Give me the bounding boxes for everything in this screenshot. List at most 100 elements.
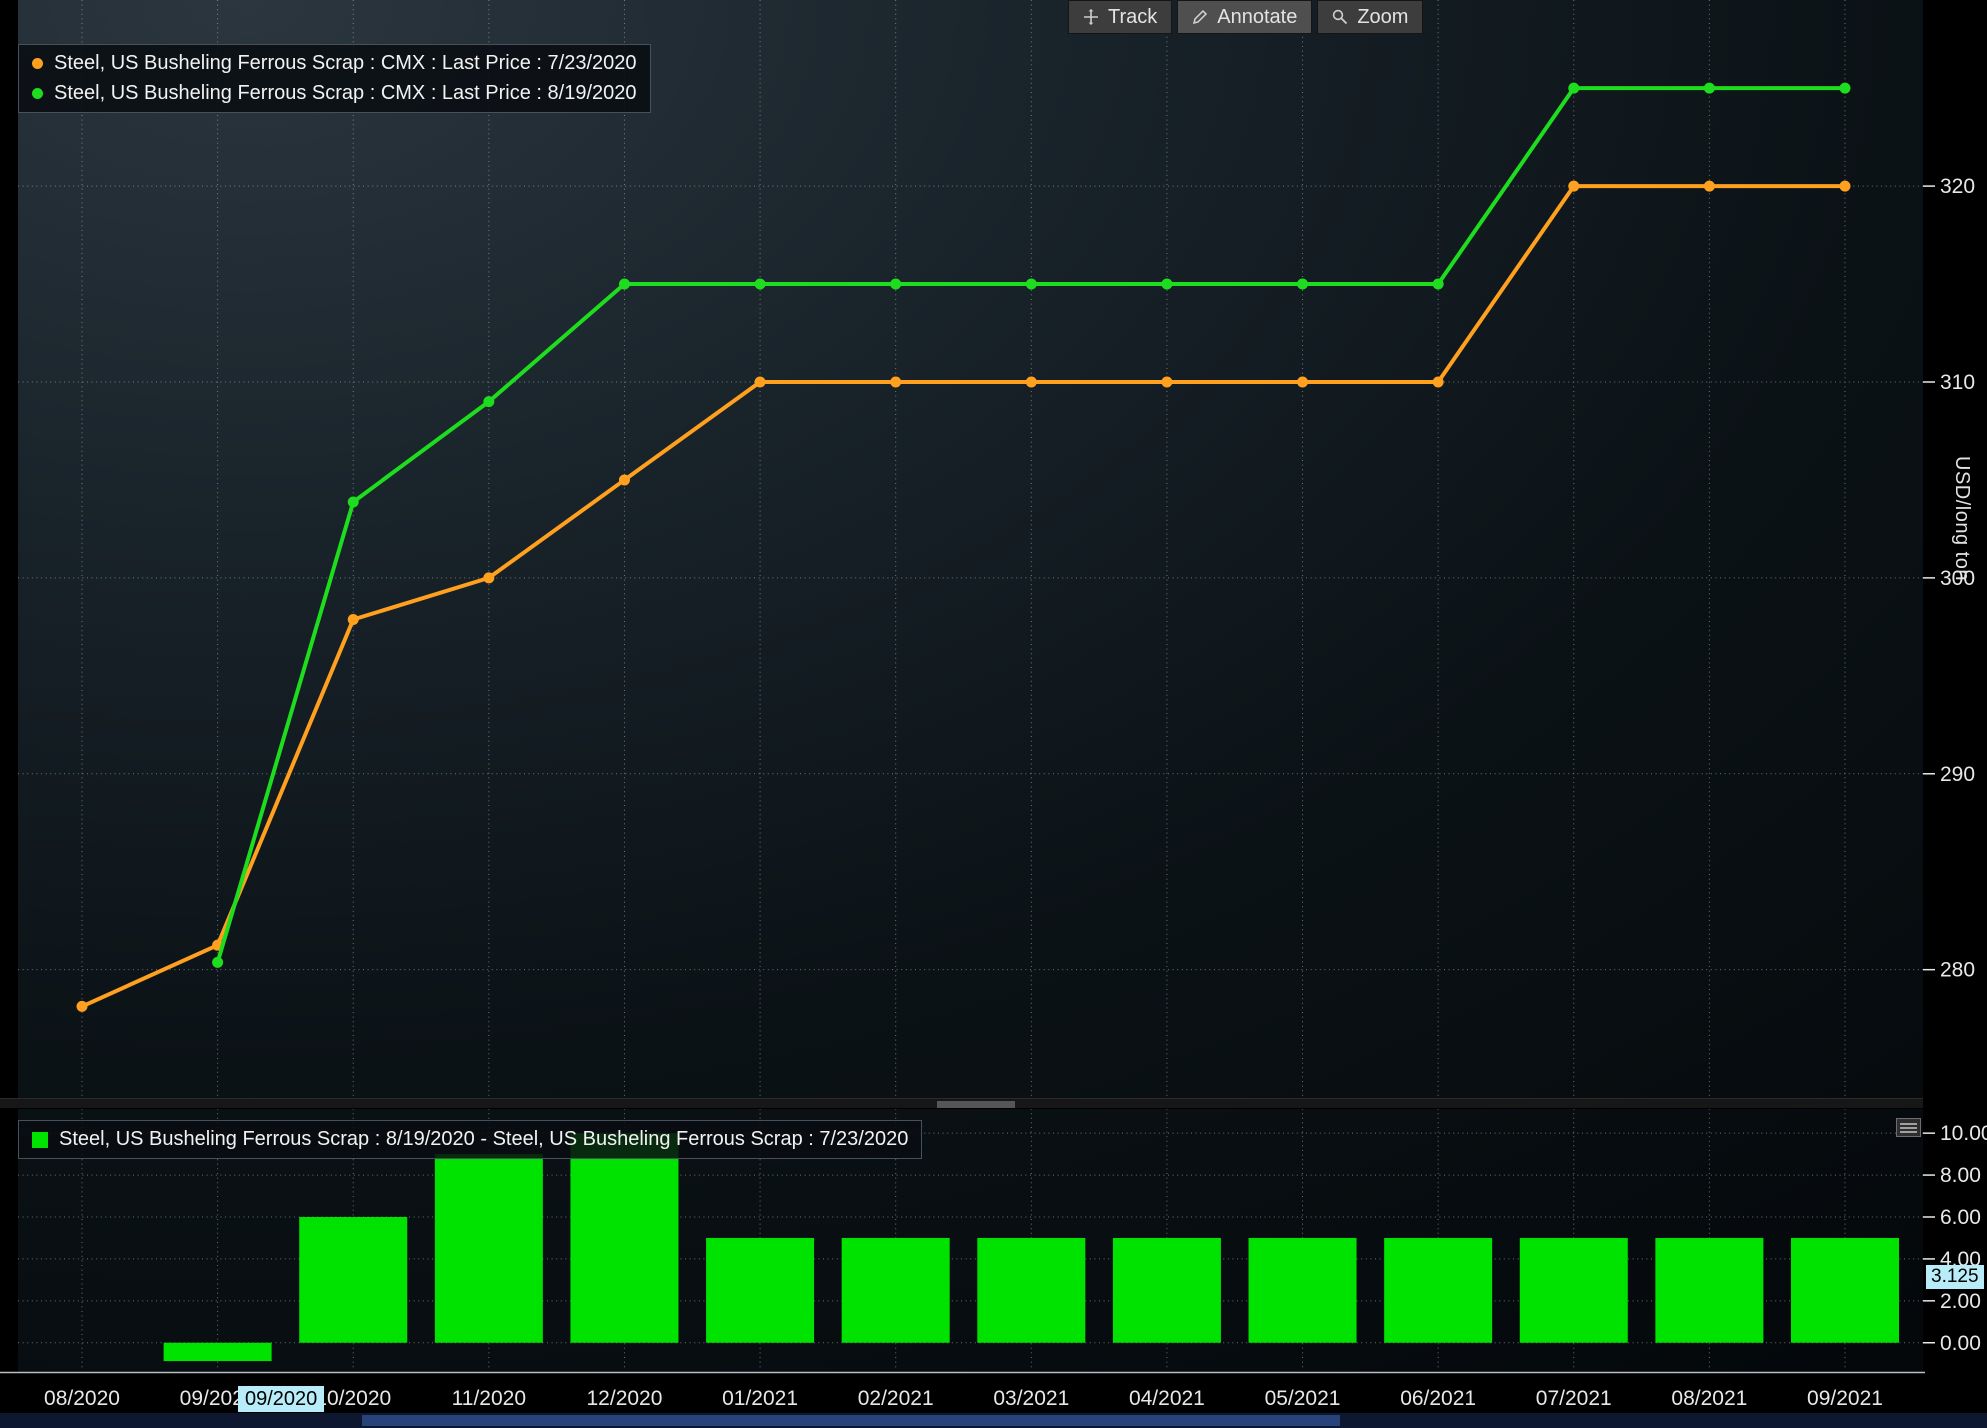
panel-resize-handle-icon[interactable] — [1896, 1118, 1921, 1137]
x-tick-label: 12/2020 — [587, 1387, 663, 1410]
data-point — [1432, 278, 1444, 290]
data-point — [754, 278, 766, 290]
data-point — [618, 474, 630, 486]
y-tick-label: 300 — [1940, 567, 1975, 590]
diff-bar — [299, 1216, 408, 1343]
data-point — [1568, 180, 1580, 192]
x-axis: 08/2020 09/2020 10/2020 11/2020 12/2020 01/20… — [44, 1387, 1883, 1410]
chart-toolbar: Track Annotate Zoom — [1068, 0, 1424, 34]
data-point — [212, 956, 224, 968]
y-tick-label: 280 — [1940, 959, 1975, 982]
gridlines — [18, 0, 1923, 1371]
magnifier-icon — [1333, 9, 1348, 25]
line-series-0 — [76, 180, 1851, 1012]
annotate-button-label: Annotate — [1217, 5, 1298, 28]
series-square-icon — [32, 1131, 48, 1148]
data-point — [1703, 180, 1715, 192]
data-point — [483, 572, 495, 584]
x-tick-label: 11/2020 — [452, 1387, 526, 1410]
data-point — [483, 396, 495, 408]
data-point — [347, 496, 359, 508]
x-tick-label: 02/2021 — [858, 1387, 934, 1410]
diff-bar — [1519, 1237, 1628, 1343]
diff-bar — [841, 1237, 950, 1343]
data-point — [1161, 376, 1173, 388]
legend-item[interactable]: Steel, US Busheling Ferrous Scrap : CMX … — [32, 52, 637, 75]
x-tick-label: 01/2021 — [722, 1387, 798, 1410]
y-tick-label: 310 — [1940, 371, 1975, 394]
legend-item[interactable]: Steel, US Busheling Ferrous Scrap : 8/19… — [32, 1128, 908, 1151]
data-point — [1432, 376, 1444, 388]
line-series-1 — [212, 82, 1851, 968]
scrollbar-thumb[interactable] — [937, 1101, 1015, 1108]
diff-bar — [570, 1133, 679, 1343]
data-point — [1568, 82, 1580, 94]
x-tick-label: 04/2021 — [1129, 1387, 1205, 1410]
y-tick-label: 0.00 — [1940, 1332, 1981, 1355]
zoom-button-label: Zoom — [1357, 5, 1409, 28]
data-point — [890, 278, 902, 290]
data-point — [1025, 376, 1037, 388]
cursor-date-badge: 09/2020 — [238, 1386, 325, 1412]
annotate-button[interactable]: Annotate — [1177, 0, 1313, 34]
y-tick-label: 10.00 — [1940, 1122, 1987, 1145]
diff-bar — [1112, 1237, 1221, 1343]
diff-bar — [977, 1237, 1086, 1343]
diff-bar — [1655, 1237, 1764, 1343]
data-point — [1025, 278, 1037, 290]
data-point — [76, 1000, 88, 1012]
diff-bars — [163, 1133, 1899, 1362]
y-tick-label: 290 — [1940, 763, 1975, 786]
x-tick-label: 09/2021 — [1807, 1387, 1883, 1410]
legend-item-label: Steel, US Busheling Ferrous Scrap : CMX … — [54, 52, 637, 74]
diff-bar — [1248, 1237, 1357, 1343]
series-dot-icon — [32, 58, 43, 69]
diff-bar — [706, 1237, 815, 1343]
data-point — [1297, 278, 1309, 290]
panel-divider-scrollbar[interactable] — [0, 1098, 1923, 1109]
y-tick-label: 6.00 — [1940, 1206, 1981, 1229]
legend-item[interactable]: Steel, US Busheling Ferrous Scrap : CMX … — [32, 82, 637, 105]
track-button-label: Track — [1108, 5, 1158, 28]
x-tick-label: 10/2020 — [315, 1387, 391, 1410]
diff-legend: Steel, US Busheling Ferrous Scrap : 8/19… — [18, 1120, 923, 1159]
bottom-window-strip — [0, 1413, 1987, 1428]
data-point — [754, 376, 766, 388]
zoom-button[interactable]: Zoom — [1317, 0, 1424, 34]
data-point — [1839, 82, 1851, 94]
diff-bar — [434, 1154, 543, 1343]
track-button[interactable]: Track — [1068, 0, 1173, 34]
series-dot-icon — [32, 88, 43, 99]
data-point — [347, 614, 359, 626]
x-tick-label: 05/2021 — [1265, 1387, 1341, 1410]
main-legend: Steel, US Busheling Ferrous Scrap : CMX … — [18, 44, 651, 113]
crosshair-icon — [1084, 9, 1098, 25]
x-tick-label: 07/2021 — [1536, 1387, 1612, 1410]
data-point — [1297, 376, 1309, 388]
y-axis-unit-label: USD/long ton — [1951, 456, 1973, 581]
x-tick-label: 03/2021 — [993, 1387, 1069, 1410]
bottom-strip-segment — [362, 1415, 1340, 1426]
x-tick-label: 08/2021 — [1671, 1387, 1747, 1410]
y-tick-label: 8.00 — [1940, 1164, 1981, 1187]
diff-bar — [1384, 1237, 1493, 1343]
data-point — [1703, 82, 1715, 94]
data-point — [890, 376, 902, 388]
x-tick-label: 08/2020 — [44, 1387, 120, 1410]
diff-bar — [1791, 1237, 1899, 1343]
cursor-value-badge: 3.125 — [1926, 1265, 1984, 1289]
y-tick-label: 320 — [1940, 175, 1975, 198]
diff-bar — [163, 1342, 272, 1362]
legend-item-label: Steel, US Busheling Ferrous Scrap : 8/19… — [59, 1128, 909, 1150]
x-tick-label: 09/2020 — [180, 1387, 256, 1410]
legend-item-label: Steel, US Busheling Ferrous Scrap : CMX … — [54, 82, 637, 104]
data-point — [1161, 278, 1173, 290]
pencil-icon — [1193, 9, 1208, 25]
y-tick-label: 2.00 — [1940, 1290, 1981, 1313]
x-tick-label: 06/2021 — [1400, 1387, 1476, 1410]
data-point — [1839, 180, 1851, 192]
data-point — [618, 278, 630, 290]
